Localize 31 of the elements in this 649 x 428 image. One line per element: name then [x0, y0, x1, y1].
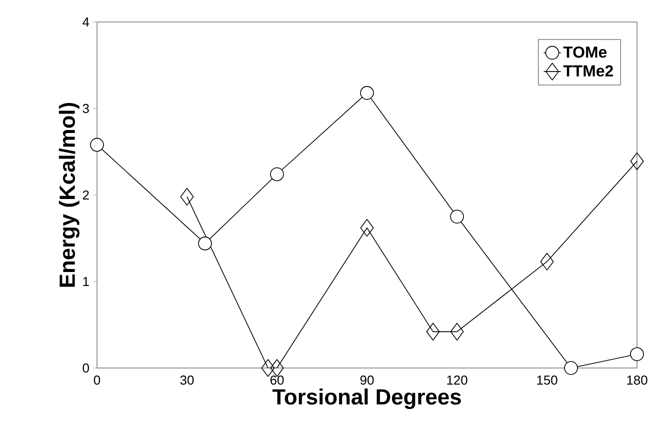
x-tick-label: 0 — [94, 376, 100, 385]
legend-label: TTMe2 — [563, 65, 613, 77]
point — [450, 210, 464, 224]
point — [630, 347, 644, 362]
y-tick-label: 1 — [83, 277, 89, 286]
x-tick-label: 150 — [537, 376, 558, 385]
x-tick-label: 30 — [180, 376, 194, 385]
point — [564, 361, 578, 375]
y-tick-label: 4 — [82, 18, 90, 26]
point — [450, 322, 464, 341]
point — [360, 86, 374, 100]
legend-label: TOMe — [563, 46, 607, 58]
point — [180, 188, 194, 206]
x-tick-label: 120 — [447, 376, 468, 385]
y-tick-label: 0 — [82, 363, 89, 373]
point — [540, 252, 554, 270]
point — [270, 359, 284, 377]
point — [426, 322, 440, 341]
x-axis-title: Torsional Degrees — [272, 388, 461, 410]
x-tick-label: 60 — [270, 376, 284, 385]
x-tick-label: 90 — [360, 376, 374, 385]
point — [198, 236, 212, 250]
point — [90, 138, 104, 152]
point — [270, 167, 284, 182]
y-axis-title: Energy (Kcal/mol) — [58, 102, 80, 287]
point — [360, 219, 374, 237]
x-tick-label: 180 — [627, 376, 648, 385]
y-tick-label: 3 — [82, 104, 89, 114]
point — [261, 359, 275, 377]
y-tick-label: 2 — [82, 190, 89, 200]
point — [630, 152, 644, 170]
